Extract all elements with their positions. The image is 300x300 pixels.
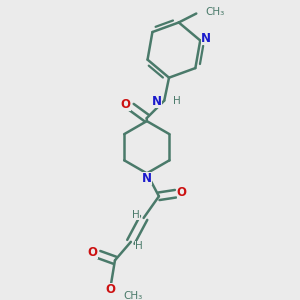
Text: O: O [106, 283, 116, 296]
Text: H: H [173, 96, 181, 106]
Text: N: N [201, 32, 211, 45]
Text: O: O [177, 186, 187, 199]
Text: N: N [142, 172, 152, 185]
Text: H: H [132, 210, 140, 220]
Text: CH₃: CH₃ [206, 7, 225, 17]
Text: CH₃: CH₃ [123, 291, 142, 300]
Text: N: N [152, 95, 162, 108]
Text: O: O [88, 245, 98, 259]
Text: H: H [135, 241, 143, 250]
Text: O: O [121, 98, 131, 111]
